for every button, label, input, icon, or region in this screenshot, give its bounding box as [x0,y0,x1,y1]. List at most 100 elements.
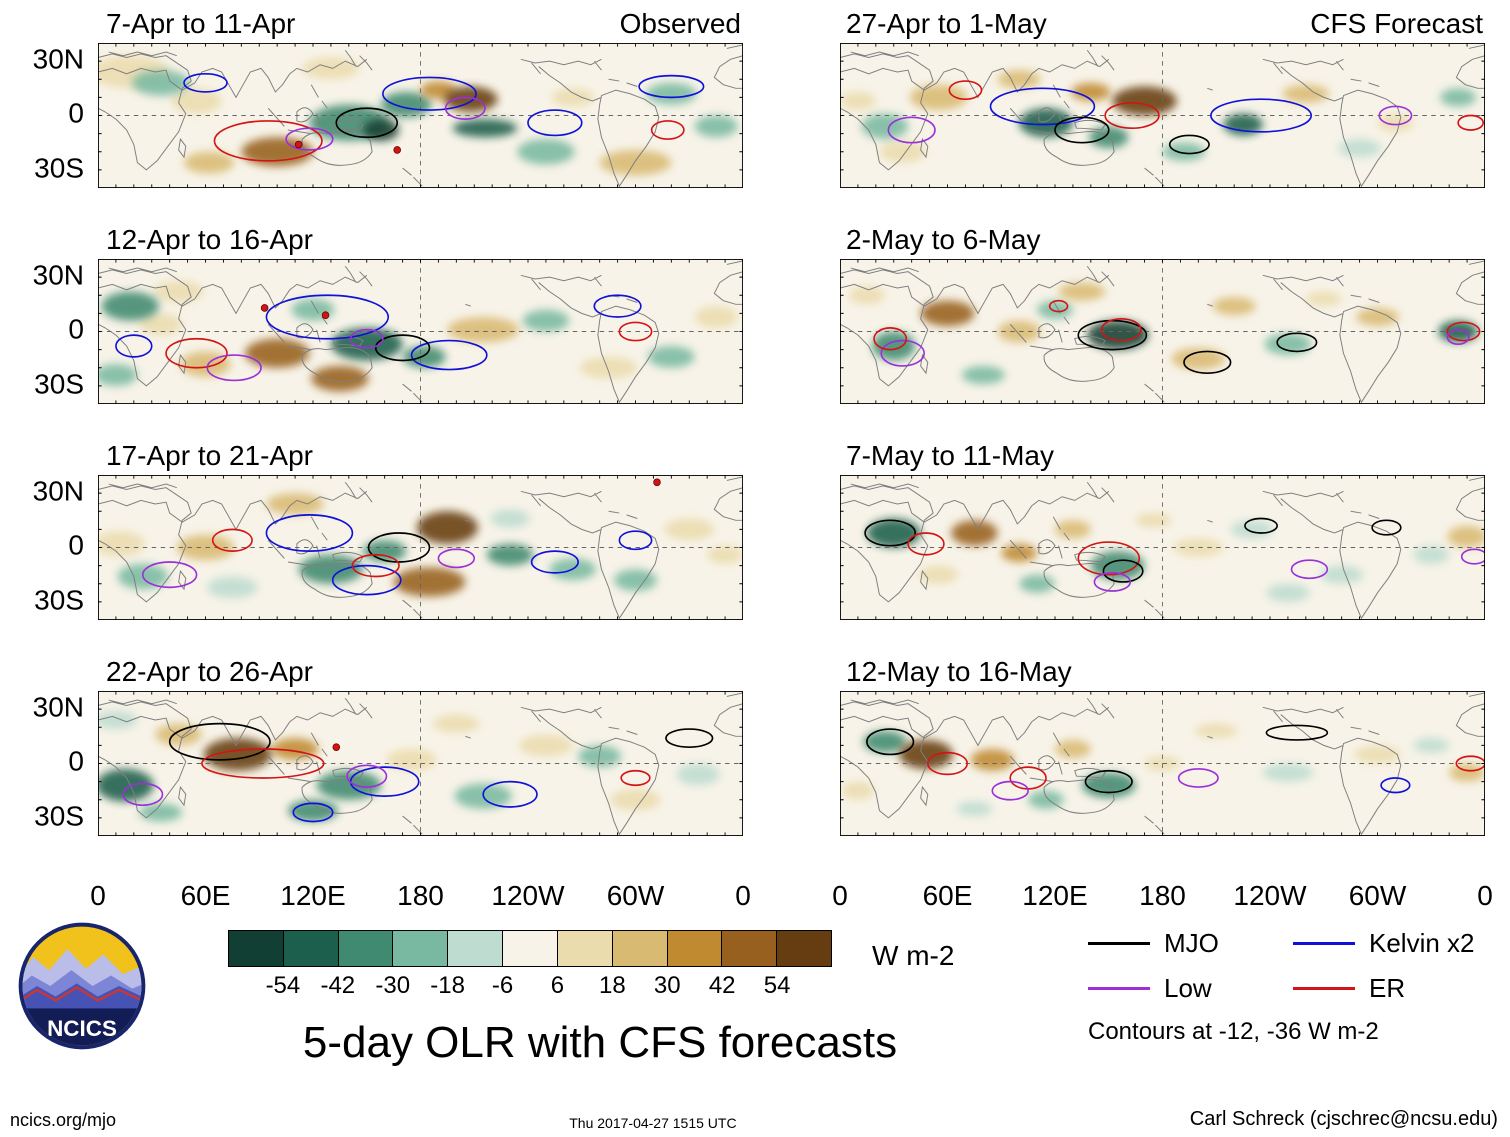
colorbar-cell [393,931,449,966]
colorbar-labels: -54 -42 -30 -18 -6 6 18 30 42 54 [228,970,832,1000]
x-tick-label: 60W [606,880,665,911]
map-panel: 27-Apr to 1-May CFS Forecast [840,8,1485,188]
figure-footer-block: NCICS -54 -42 -30 -18 -6 6 18 30 42 54 W m-2 5-da… [0,918,1510,1098]
olr-map [98,691,743,836]
olr-map [840,475,1485,620]
low-line-swatch [1088,987,1150,990]
column-label-observed: Observed [619,8,741,39]
panel-title: 12-Apr to 16-Apr [106,224,313,255]
x-tick-label: 120W [491,880,565,911]
kelvin-line-swatch [1293,942,1355,945]
ncics-logo: NCICS [18,922,146,1050]
x-tick-label: 120E [1022,880,1088,911]
legend: MJO Kelvin x2 Low ER Contours at -12, -3… [1088,928,1502,1046]
map-panel: 7-May to 11-May [840,440,1485,620]
colorbar-cell [557,931,613,966]
colorbar-cell [503,931,558,966]
panel-title: 22-Apr to 26-Apr [106,656,313,687]
x-tick-label: 60E [180,880,231,911]
er-line-swatch [1293,987,1355,990]
mjo-line-swatch [1088,942,1150,945]
colorbar-tick-label: 6 [550,972,565,999]
colorbar-cell [338,931,394,966]
colorbar-cell [448,931,504,966]
colorbar-tick-label: -54 [265,972,301,999]
column-label-forecast: CFS Forecast [1310,8,1483,39]
page-footer: ncics.org/mjo Thu 2017-04-27 1515 UTC Ca… [0,1108,1510,1135]
x-tick-label: 180 [397,880,444,911]
map-panel: 12-Apr to 16-Apr 30N 0 30S [8,224,743,404]
x-tick-label: 60W [1348,880,1407,911]
olr-map [98,43,743,188]
colorbar-units: W m-2 [872,940,955,971]
y-tick-label: 30S [34,152,84,184]
x-axis-labels: 0 60E 120E 180 120W 60W 0 [90,872,751,916]
colorbar-tick-label: -30 [375,972,411,999]
y-axis-labels: 30N 0 30S [8,43,98,188]
x-tick-label: 120E [280,880,346,911]
y-tick-label: 30N [32,475,84,507]
colorbar-cell [612,931,668,966]
map-panel: 22-Apr to 26-Apr 30N 0 30S [8,656,743,836]
x-tick-label: 180 [1139,880,1186,911]
colorbar-cell [229,931,284,966]
observed-column: 7-Apr to 11-Apr Observed 30N 0 30S [8,8,751,916]
x-tick-label: 0 [90,880,106,911]
colorbar-tick-label: 18 [599,972,626,999]
map-panel: 12-May to 16-May [840,656,1485,836]
x-tick-label: 0 [735,880,751,911]
figure-title: 5-day OLR with CFS forecasts [302,1018,898,1067]
olr-map [840,43,1485,188]
legend-entry-low: Low [1088,973,1293,1004]
olr-map [840,691,1485,836]
colorbar-cells [228,930,832,967]
x-tick-label: 0 [1477,880,1493,911]
y-tick-label: 30N [32,43,84,75]
panel-title: 17-Apr to 21-Apr [106,440,313,471]
x-tick-label: 120W [1233,880,1307,911]
contour-levels-note: Contours at -12, -36 W m-2 [1088,1018,1379,1045]
x-tick-label: 60E [922,880,973,911]
colorbar-tick-label: -6 [491,972,514,999]
legend-entry-mjo: MJO [1088,928,1293,959]
map-panel: 7-Apr to 11-Apr Observed 30N 0 30S [8,8,743,188]
y-axis-labels: 30N 0 30S [8,259,98,404]
olr-map [98,259,743,404]
colorbar-block: -54 -42 -30 -18 -6 6 18 30 42 54 [228,930,832,1000]
panel-title: 2-May to 6-May [846,224,1041,255]
olr-map [840,259,1485,404]
map-panel: 2-May to 6-May [840,224,1485,404]
panel-title: 7-Apr to 11-Apr [106,8,296,39]
olr-map [98,475,743,620]
map-panel: 17-Apr to 21-Apr 30N 0 30S [8,440,743,620]
colorbar-tick-label: 54 [763,972,791,999]
y-tick-label: 0 [68,745,84,777]
forecast-column: 27-Apr to 1-May CFS Forecast 2-May to 6-… [832,8,1493,916]
colorbar-tick-label: -18 [430,972,465,999]
y-tick-label: 0 [68,313,84,345]
y-tick-label: 30S [34,800,84,832]
y-tick-label: 30N [32,691,84,723]
colorbar-cell [722,931,778,966]
x-tick-label: 0 [832,880,848,911]
panel-grid: 7-Apr to 11-Apr Observed 30N 0 30S [8,8,1493,916]
footer-author: Carl Schreck (cjschrec@ncsu.edu) [1189,1108,1498,1130]
legend-label: MJO [1164,928,1219,958]
x-axis-labels: 0 60E 120E 180 120W 60W 0 [832,872,1493,916]
y-axis-labels: 30N 0 30S [8,691,98,836]
y-tick-label: 30S [34,584,84,616]
legend-label: Kelvin x2 [1369,928,1475,958]
y-tick-label: 30N [32,259,84,291]
legend-entry-er: ER [1293,973,1502,1004]
y-tick-label: 0 [68,529,84,561]
y-tick-label: 30S [34,368,84,400]
legend-label: Low [1164,973,1212,1003]
panel-title: 7-May to 11-May [846,440,1054,471]
y-axis-labels: 30N 0 30S [8,475,98,620]
colorbar-cell [283,931,339,966]
panel-title: 27-Apr to 1-May [846,8,1047,39]
y-tick-label: 0 [68,97,84,129]
footer-timestamp: Thu 2017-04-27 1515 UTC [569,1115,737,1131]
colorbar-tick-label: -42 [320,972,356,999]
colorbar-cell [667,931,723,966]
